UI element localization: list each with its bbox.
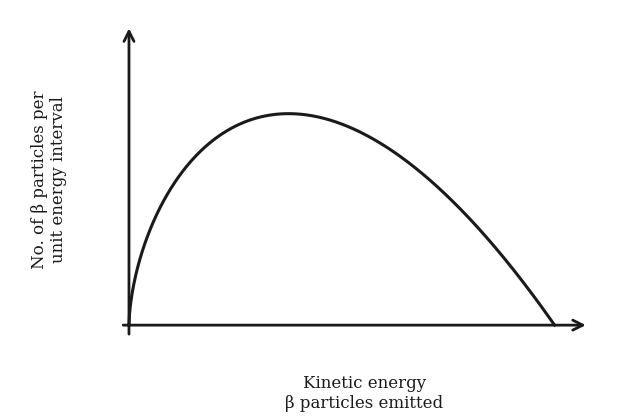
Text: No. of β particles per
unit energy interval: No. of β particles per unit energy inter… [30,90,67,269]
Text: Kinetic energy
β particles emitted: Kinetic energy β particles emitted [285,375,443,412]
